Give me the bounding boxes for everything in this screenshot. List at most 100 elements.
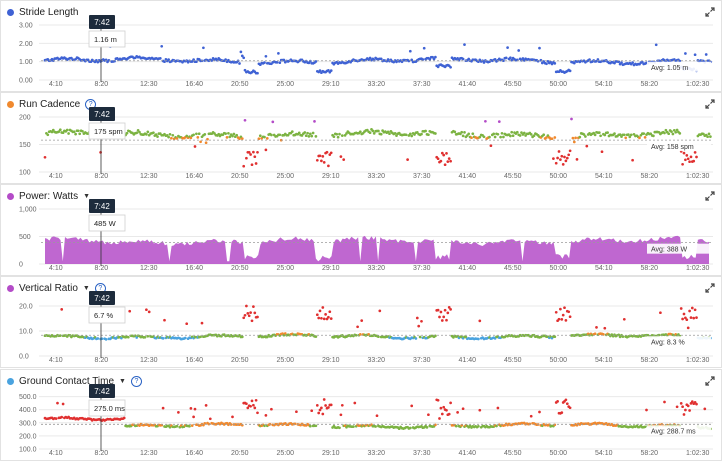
- data-point: [489, 144, 493, 148]
- data-point: [678, 132, 682, 135]
- data-point: [502, 135, 505, 139]
- tooltip-value: 1.16 m: [94, 35, 117, 44]
- data-point: [263, 424, 266, 428]
- chart-plot[interactable]: 500.0 400.0 300.0 200.0 100.0 4:10 8:20 12:30 16…: [1, 370, 722, 462]
- x-tick-label: 37:30: [413, 450, 431, 457]
- data-point: [518, 134, 522, 137]
- data-point: [368, 131, 372, 135]
- data-point: [270, 407, 273, 411]
- x-tick-label: 29:10: [322, 265, 340, 272]
- chart-plot[interactable]: 20.0 10.0 0.0 4:10 8:20 12:30 16:40 20:50 25:00 2…: [1, 277, 722, 369]
- data-point: [427, 133, 430, 137]
- chart-plot[interactable]: 3.00 2.00 1.00 0.00 4:10 8:20 12:30 16:40 20:50 2…: [1, 1, 722, 93]
- data-point: [689, 316, 693, 319]
- data-point: [345, 132, 348, 135]
- data-point: [239, 50, 243, 54]
- x-tick-label: 20:50: [231, 265, 249, 272]
- expand-icon[interactable]: [705, 4, 715, 17]
- x-tick-label: 45:50: [504, 265, 522, 272]
- data-point: [54, 417, 58, 420]
- x-tick-label: 8:20: [95, 173, 109, 180]
- data-point: [147, 310, 151, 314]
- data-point: [521, 57, 525, 60]
- data-point: [410, 134, 414, 138]
- data-point: [538, 410, 541, 414]
- chevron-down-icon[interactable]: ▼: [83, 192, 91, 200]
- data-point: [545, 62, 548, 66]
- data-point: [314, 60, 318, 63]
- data-point: [254, 162, 258, 165]
- data-point: [67, 132, 70, 135]
- x-tick-label: 41:40: [459, 450, 477, 457]
- y-tick-label: 150: [19, 142, 31, 149]
- data-point: [146, 130, 150, 134]
- panel-header: Ground Contact Time ▼?: [7, 374, 142, 388]
- power-area: [45, 235, 709, 264]
- data-point: [185, 322, 189, 326]
- data-point: [597, 131, 601, 134]
- data-point: [125, 131, 129, 135]
- data-point: [358, 130, 362, 134]
- data-point: [146, 334, 150, 338]
- tooltip-time: 7:42: [94, 202, 110, 211]
- x-tick-label: 25:00: [277, 81, 295, 88]
- x-tick-label: 16:40: [186, 450, 204, 457]
- data-point: [682, 151, 686, 155]
- data-point: [104, 338, 108, 341]
- data-point: [681, 317, 684, 321]
- data-point: [493, 57, 497, 61]
- data-point: [145, 133, 148, 136]
- data-point: [143, 335, 147, 339]
- data-point: [231, 134, 234, 138]
- expand-icon[interactable]: [705, 96, 715, 109]
- data-point: [306, 131, 309, 135]
- chevron-down-icon[interactable]: ▼: [119, 377, 126, 385]
- data-point: [245, 156, 248, 160]
- data-point: [277, 52, 280, 55]
- chevron-down-icon[interactable]: ▼: [82, 284, 90, 292]
- data-point: [424, 129, 427, 133]
- data-point: [308, 132, 312, 136]
- data-point: [225, 136, 229, 139]
- data-point: [681, 405, 684, 409]
- expand-icon[interactable]: [705, 280, 715, 293]
- tooltip-time-box: [89, 384, 115, 398]
- data-point: [570, 117, 573, 121]
- data-point: [318, 69, 322, 72]
- data-point: [377, 335, 380, 339]
- legend-dot: [7, 8, 14, 16]
- data-point: [706, 135, 709, 139]
- data-point: [642, 132, 646, 135]
- chart-plot[interactable]: 200 150 100 4:10 8:20 12:30 16:40 20:50 25:00 29:…: [1, 93, 722, 185]
- data-point: [599, 134, 602, 138]
- x-tick-label: 41:40: [459, 81, 477, 88]
- chart-plot[interactable]: 1,000 500 0 4:10 8:20 12:30 16:40 20:50 25:00 29:…: [1, 185, 722, 277]
- x-tick-label: 25:00: [277, 357, 295, 364]
- data-point: [161, 406, 165, 410]
- data-point: [440, 412, 444, 416]
- data-point: [200, 321, 204, 325]
- data-point: [320, 159, 323, 163]
- x-tick-label: 12:30: [140, 265, 158, 272]
- data-point: [564, 398, 568, 402]
- data-point: [499, 135, 502, 139]
- data-point: [536, 59, 540, 63]
- data-point: [72, 130, 76, 134]
- expand-icon[interactable]: [705, 373, 715, 386]
- data-point: [425, 426, 429, 429]
- data-point: [314, 135, 318, 138]
- data-point: [557, 317, 561, 321]
- help-icon[interactable]: ?: [130, 375, 142, 387]
- data-point: [410, 58, 414, 62]
- data-point: [418, 335, 422, 339]
- data-point: [453, 130, 457, 134]
- data-point: [588, 58, 591, 61]
- data-point: [511, 134, 515, 138]
- data-point: [43, 155, 47, 159]
- data-point: [340, 134, 344, 137]
- data-point: [593, 133, 597, 137]
- expand-icon[interactable]: [705, 188, 715, 201]
- data-point: [208, 417, 212, 421]
- x-tick-label: 16:40: [186, 173, 204, 180]
